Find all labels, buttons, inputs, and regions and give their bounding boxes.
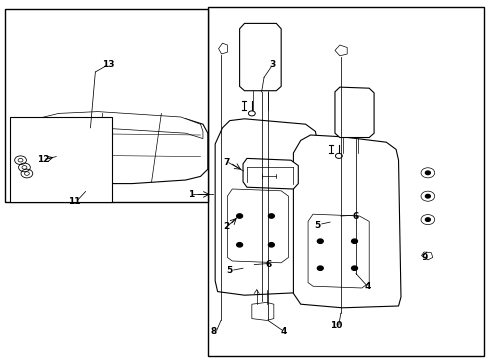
Polygon shape [218,43,227,54]
Bar [10,117,112,202]
Text: 13: 13 [102,60,115,69]
Polygon shape [227,189,288,263]
Circle shape [236,214,242,218]
Circle shape [317,239,323,243]
Text: 8: 8 [210,328,216,336]
Circle shape [425,194,429,198]
Text: 5: 5 [226,266,232,275]
Text: 6: 6 [352,212,358,221]
Text: 4: 4 [280,328,287,336]
Polygon shape [239,23,281,91]
Polygon shape [29,113,207,184]
Polygon shape [307,214,368,288]
Circle shape [351,266,357,270]
Text: 6: 6 [265,260,271,269]
Circle shape [425,218,429,221]
Text: 7: 7 [223,158,229,167]
Polygon shape [421,252,432,260]
Polygon shape [215,119,322,295]
Circle shape [425,171,429,175]
Polygon shape [334,87,373,138]
Text: 4: 4 [364,282,370,291]
Circle shape [268,243,274,247]
Polygon shape [251,302,273,320]
Bar [5,9,207,202]
Text: 5: 5 [314,221,320,230]
Text: 11: 11 [68,197,81,206]
Circle shape [317,266,323,270]
Polygon shape [334,45,346,56]
Polygon shape [243,158,298,189]
Text: 10: 10 [329,321,342,330]
Text: 9: 9 [420,253,427,262]
Text: 2: 2 [223,222,229,231]
Bar [207,7,483,356]
Circle shape [268,214,274,218]
Polygon shape [29,112,203,139]
Circle shape [236,243,242,247]
Circle shape [351,239,357,243]
Text: 3: 3 [269,60,275,69]
Text: 12: 12 [37,155,49,163]
Text: 1: 1 [187,190,193,199]
Polygon shape [293,135,400,308]
